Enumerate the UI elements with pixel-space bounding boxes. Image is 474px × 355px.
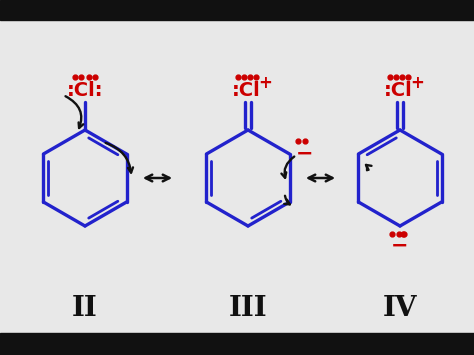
FancyArrowPatch shape [106,143,133,173]
Text: −: − [391,236,409,256]
FancyArrowPatch shape [284,196,290,204]
Text: +: + [410,74,424,92]
FancyArrowPatch shape [65,96,83,128]
Bar [0,333,474,355]
FancyArrowPatch shape [282,157,294,178]
Text: −: − [296,144,313,164]
FancyArrowPatch shape [366,165,372,170]
Text: :Cl: :Cl [232,81,260,99]
Text: II: II [72,295,98,322]
Bar [0,0,474,20]
Text: IV: IV [383,295,417,322]
Text: +: + [258,74,272,92]
Text: :Cl: :Cl [383,81,412,99]
Text: :Cl:: :Cl: [67,81,103,99]
Text: III: III [228,295,267,322]
